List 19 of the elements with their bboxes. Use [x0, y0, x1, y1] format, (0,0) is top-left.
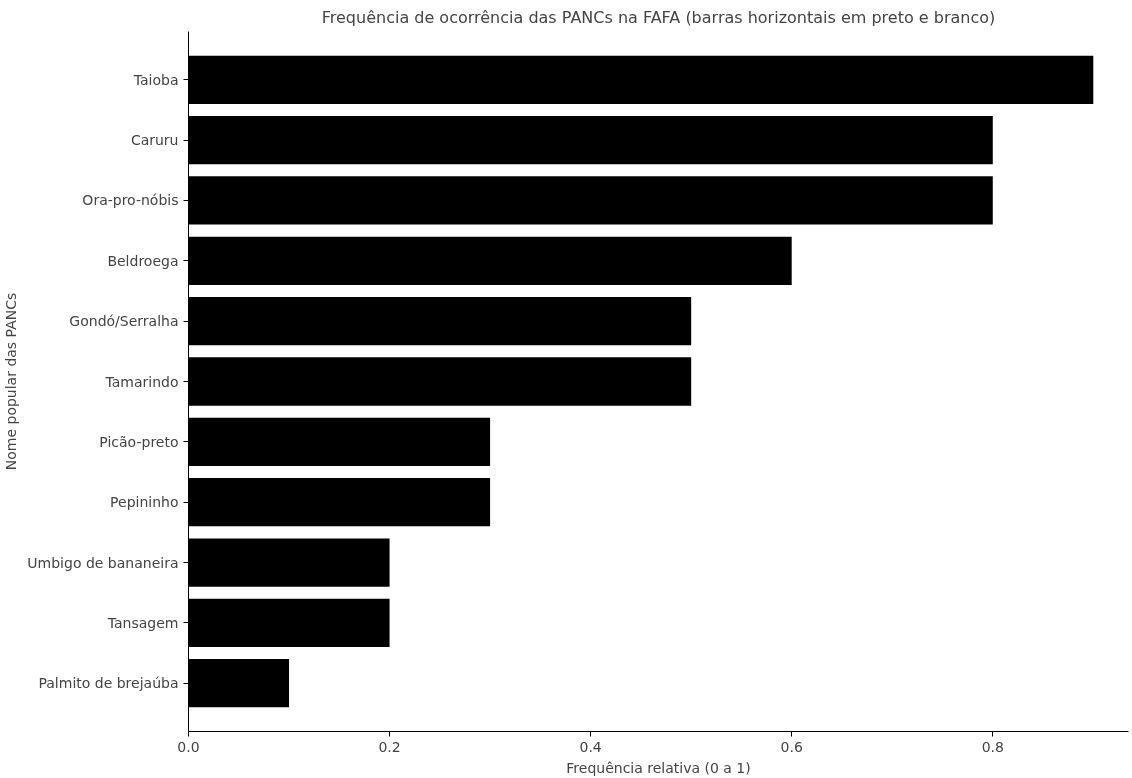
y-tick-label: Palmito de brejaúba [38, 675, 179, 692]
y-axis-title: Nome popular das PANCs [3, 292, 20, 471]
y-tick-label: Picão-preto [99, 433, 179, 450]
y-tick-label: Tamarindo [104, 373, 179, 390]
x-tick-label: 0.8 [981, 738, 1004, 755]
y-tick-label: Caruru [130, 132, 179, 149]
x-tick-label: 0.2 [378, 738, 401, 755]
x-tick-label: 0.4 [579, 738, 602, 755]
y-tick-label: Pepininho [110, 494, 179, 511]
y-tick-label: Gondó/Serralha [69, 313, 179, 330]
chart-title: Frequência de ocorrência das PANCs na FAFA (barras horizontais em preto e branco) [321, 7, 996, 27]
y-tick-label: Umbigo de bananeira [27, 554, 179, 571]
y-tick-label: Taioba [132, 71, 179, 88]
y-tick-label: Ora-pro-nóbis [82, 192, 179, 209]
x-axis-title: Frequência relativa (0 a 1) [566, 759, 751, 776]
x-tick-label: 0.0 [177, 738, 200, 755]
y-tick-label: Tansagem [106, 614, 179, 631]
x-tick-label: 0.6 [780, 738, 803, 755]
y-tick-label: Beldroega [107, 252, 179, 269]
